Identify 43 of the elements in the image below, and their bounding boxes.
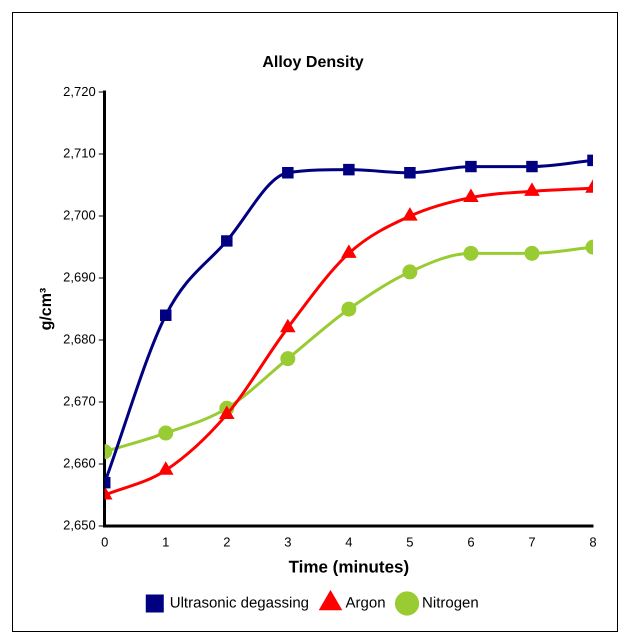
point bbox=[159, 462, 172, 475]
point bbox=[343, 164, 355, 176]
point bbox=[464, 190, 478, 202]
point bbox=[463, 246, 478, 261]
y-tick-label: 2,710 bbox=[63, 146, 96, 161]
x-tick-label: 7 bbox=[528, 534, 536, 550]
point bbox=[280, 351, 296, 366]
point bbox=[465, 160, 477, 172]
y-tick-label: 2,670 bbox=[63, 394, 96, 409]
x-tick-label: 5 bbox=[406, 534, 414, 550]
point bbox=[403, 208, 417, 221]
point bbox=[220, 406, 234, 419]
x-tick-label: 6 bbox=[467, 534, 475, 550]
x-tick-label: 2 bbox=[223, 534, 230, 550]
x-tick-label: 8 bbox=[589, 534, 597, 550]
point bbox=[526, 160, 538, 172]
point bbox=[158, 426, 174, 441]
point bbox=[281, 320, 295, 332]
y-tick-label: 2,650 bbox=[63, 518, 96, 533]
x-tick-label: 0 bbox=[101, 534, 108, 550]
point bbox=[342, 246, 356, 258]
y-tick-label: 2,690 bbox=[63, 270, 96, 285]
y-tick-label: 2,680 bbox=[63, 332, 96, 347]
y-tick-label: 2,720 bbox=[63, 84, 96, 99]
point bbox=[341, 302, 356, 317]
x-axis-title: Time (minutes) bbox=[288, 557, 410, 576]
point bbox=[160, 310, 172, 322]
legend-label: Ultrasonic degassing bbox=[170, 594, 310, 612]
point bbox=[404, 167, 416, 179]
x-tick-label: 3 bbox=[284, 534, 292, 550]
legend-label: Argon bbox=[346, 594, 386, 612]
y-axis-title: g/cm³ bbox=[38, 288, 56, 330]
x-tick-label: 1 bbox=[162, 534, 170, 550]
point bbox=[525, 184, 539, 196]
y-tick-label: 2,660 bbox=[63, 456, 96, 471]
chart-title: Alloy Density bbox=[262, 54, 364, 72]
point bbox=[282, 167, 294, 179]
y-tick-label: 2,700 bbox=[63, 208, 96, 223]
legend-label: Nitrogen bbox=[422, 594, 479, 612]
point bbox=[402, 264, 418, 280]
x-tick-label: 4 bbox=[345, 534, 352, 550]
point bbox=[221, 235, 233, 247]
point bbox=[524, 246, 540, 261]
